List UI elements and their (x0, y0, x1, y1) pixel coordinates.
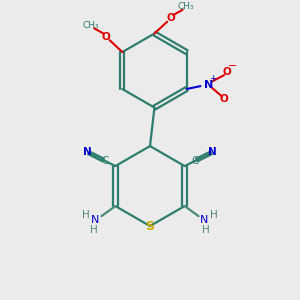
Text: H: H (210, 210, 218, 220)
Text: N: N (204, 80, 213, 90)
Text: S: S (146, 220, 154, 232)
Text: O: O (223, 67, 232, 77)
Text: N: N (208, 147, 217, 157)
Text: H: H (82, 210, 90, 220)
Text: O: O (102, 32, 110, 42)
Text: H: H (90, 225, 98, 235)
Text: N: N (200, 215, 209, 225)
Text: H: H (202, 225, 210, 235)
Text: N: N (83, 147, 92, 157)
Text: C: C (101, 156, 109, 166)
Text: CH₃: CH₃ (82, 21, 99, 30)
Text: N: N (91, 215, 100, 225)
Text: O: O (167, 13, 175, 23)
Text: +: + (209, 74, 217, 82)
Text: C: C (191, 156, 199, 166)
Text: CH₃: CH₃ (178, 2, 194, 11)
Text: −: − (228, 61, 238, 71)
Text: O: O (219, 94, 228, 104)
